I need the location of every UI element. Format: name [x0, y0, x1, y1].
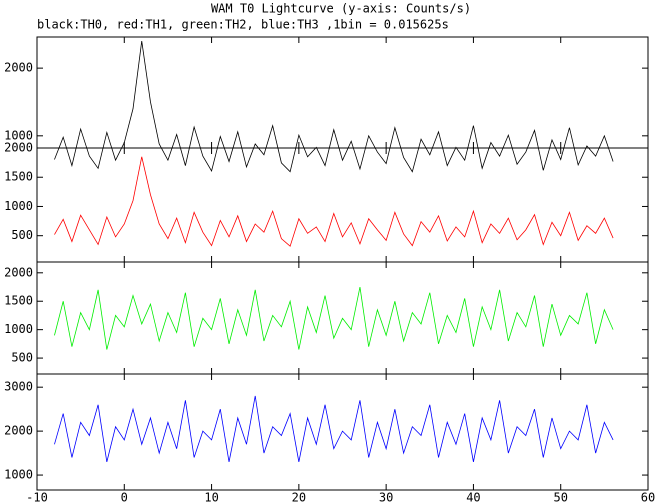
y-tick-label: 2000 [4, 141, 33, 155]
y-tick-label: 2000 [4, 61, 33, 75]
lightcurve [54, 395, 614, 462]
x-tick-label: 20 [292, 491, 306, 504]
y-tick-label: 1000 [4, 199, 33, 213]
y-tick-label: 500 [11, 351, 33, 365]
panel-frame [36, 373, 649, 491]
panel-frame [36, 36, 649, 149]
lightcurve [54, 156, 614, 247]
panel-frame [36, 147, 649, 263]
y-tick-label: 1000 [4, 468, 33, 482]
x-tick-label: 60 [641, 491, 655, 504]
x-tick-label: 50 [553, 491, 567, 504]
y-tick-label: 500 [11, 228, 33, 242]
lightcurve [54, 286, 614, 350]
y-tick-label: 1500 [4, 294, 33, 308]
y-tick-label: 2000 [4, 265, 33, 279]
chart-subtitle: black:TH0, red:TH1, green:TH2, blue:TH3 … [37, 18, 449, 32]
y-tick-label: 1000 [4, 128, 33, 142]
x-tick-label: -10 [26, 491, 48, 504]
y-tick-label: 1500 [4, 170, 33, 184]
x-tick-label: 10 [204, 491, 218, 504]
lightcurve [54, 41, 614, 173]
x-tick-label: 30 [379, 491, 393, 504]
x-tick-label: 40 [466, 491, 480, 504]
x-tick-label: 0 [121, 491, 128, 504]
y-tick-label: 1000 [4, 322, 33, 336]
chart-title: WAM T0 Lightcurve (y-axis: Counts/s) [211, 2, 471, 16]
y-tick-label: 2000 [4, 424, 33, 438]
y-tick-label: 3000 [4, 380, 33, 394]
